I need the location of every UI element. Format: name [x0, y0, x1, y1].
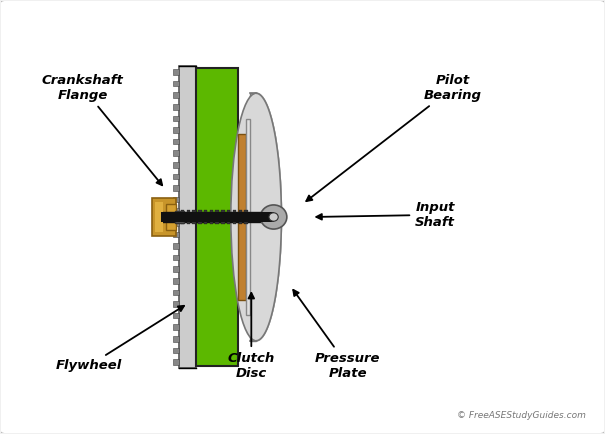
Ellipse shape: [231, 93, 281, 341]
Bar: [173, 278, 179, 284]
Bar: [196, 68, 238, 366]
Bar: [173, 197, 179, 202]
Bar: [215, 210, 219, 224]
Bar: [204, 210, 208, 224]
Bar: [173, 127, 179, 133]
Bar: [173, 266, 179, 272]
Bar: [173, 359, 179, 365]
Bar: [175, 210, 185, 224]
Text: Pilot
Bearing: Pilot Bearing: [306, 74, 482, 201]
Bar: [173, 313, 179, 319]
Bar: [227, 210, 231, 224]
Bar: [179, 66, 196, 368]
Bar: [173, 255, 179, 260]
Text: Input
Shaft: Input Shaft: [316, 201, 455, 229]
Bar: [173, 92, 179, 98]
Text: © FreeASEStudyGuides.com: © FreeASEStudyGuides.com: [457, 411, 586, 420]
Bar: [198, 210, 201, 224]
Bar: [210, 210, 213, 224]
Bar: [233, 210, 237, 224]
Bar: [173, 174, 179, 179]
Bar: [173, 115, 179, 121]
Polygon shape: [256, 93, 281, 341]
Bar: [173, 162, 179, 168]
Ellipse shape: [260, 205, 287, 229]
Bar: [186, 210, 190, 224]
Text: Pressure
Plate: Pressure Plate: [293, 290, 381, 380]
Bar: [173, 301, 179, 307]
Bar: [173, 232, 179, 237]
Bar: [238, 134, 246, 300]
Bar: [166, 204, 176, 230]
Bar: [173, 81, 179, 86]
Ellipse shape: [269, 213, 278, 221]
Bar: [173, 325, 179, 330]
Bar: [173, 104, 179, 109]
Bar: [155, 202, 163, 232]
Bar: [238, 210, 242, 224]
Bar: [173, 220, 179, 226]
Bar: [173, 336, 179, 342]
Bar: [250, 93, 256, 341]
Bar: [244, 210, 248, 224]
Bar: [173, 289, 179, 295]
Bar: [181, 210, 185, 224]
Bar: [173, 139, 179, 145]
Bar: [173, 150, 179, 156]
Bar: [246, 119, 250, 315]
Bar: [161, 212, 278, 222]
Bar: [173, 208, 179, 214]
Bar: [161, 212, 273, 222]
Bar: [173, 185, 179, 191]
Bar: [221, 210, 224, 224]
Bar: [152, 197, 176, 237]
Bar: [192, 210, 196, 224]
Text: Flywheel: Flywheel: [56, 306, 184, 372]
Text: Clutch
Disc: Clutch Disc: [227, 293, 275, 380]
Bar: [173, 243, 179, 249]
Bar: [173, 348, 179, 353]
Bar: [173, 69, 179, 75]
Text: Crankshaft
Flange: Crankshaft Flange: [42, 74, 162, 185]
